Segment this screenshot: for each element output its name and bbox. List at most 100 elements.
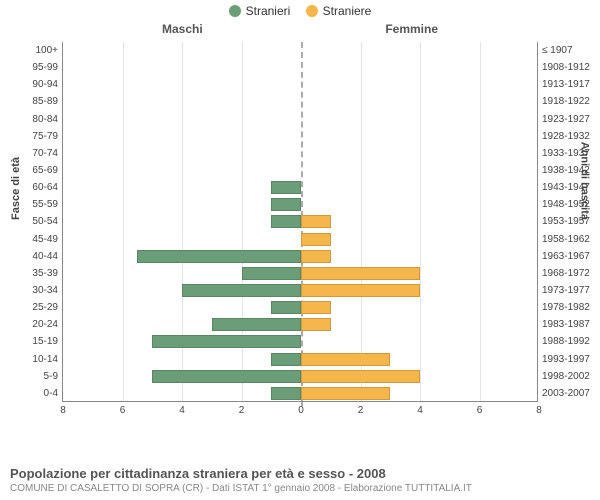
- y-label-age: 80-84: [0, 111, 58, 128]
- legend-female-swatch: [306, 5, 318, 17]
- age-row: [63, 316, 539, 333]
- age-row: [63, 145, 539, 162]
- y-label-age: 100+: [0, 42, 58, 59]
- y-label-birth: 1918-1922: [542, 93, 600, 110]
- y-label-age: 75-79: [0, 128, 58, 145]
- bar-male: [271, 181, 301, 194]
- bar-male: [182, 284, 301, 297]
- y-label-age: 35-39: [0, 265, 58, 282]
- chart-container: Stranieri Straniere Fasce di età Anni di…: [0, 0, 600, 500]
- age-row: [63, 196, 539, 213]
- x-tick: 4: [179, 405, 185, 416]
- age-row: [63, 179, 539, 196]
- x-tick: 2: [358, 405, 364, 416]
- plot: 864202468: [62, 42, 538, 402]
- y-label-age: 85-89: [0, 93, 58, 110]
- y-label-birth: ≤ 1907: [542, 42, 600, 59]
- footer: Popolazione per cittadinanza straniera p…: [10, 466, 590, 494]
- bar-female: [301, 370, 420, 383]
- y-label-birth: 1973-1977: [542, 282, 600, 299]
- y-label-birth: 1913-1917: [542, 76, 600, 93]
- x-tick: 0: [298, 405, 304, 416]
- y-label-birth: 2003-2007: [542, 385, 600, 402]
- legend-female: Straniere: [306, 4, 372, 18]
- bar-male: [271, 353, 301, 366]
- age-row: [63, 351, 539, 368]
- y-label-birth: 1988-1992: [542, 333, 600, 350]
- y-label-birth: 1998-2002: [542, 368, 600, 385]
- y-label-age: 30-34: [0, 282, 58, 299]
- x-tick: 8: [60, 405, 66, 416]
- y-label-birth: 1983-1987: [542, 316, 600, 333]
- y-label-age: 0-4: [0, 385, 58, 402]
- y-label-birth: 1958-1962: [542, 231, 600, 248]
- bar-male: [242, 267, 302, 280]
- age-row: [63, 93, 539, 110]
- bar-male: [271, 301, 301, 314]
- age-row: [63, 42, 539, 59]
- x-tick: 2: [239, 405, 245, 416]
- bar-male: [137, 250, 301, 263]
- legend-female-label: Straniere: [323, 4, 372, 18]
- age-row: [63, 231, 539, 248]
- chart-title: Popolazione per cittadinanza straniera p…: [10, 466, 590, 481]
- legend-male-swatch: [229, 5, 241, 17]
- y-label-birth: 1933-1937: [542, 145, 600, 162]
- y-label-age: 95-99: [0, 59, 58, 76]
- bar-female: [301, 284, 420, 297]
- x-tick: 6: [120, 405, 126, 416]
- y-label-birth: 1928-1932: [542, 128, 600, 145]
- bar-male: [152, 370, 301, 383]
- bar-male: [212, 318, 301, 331]
- age-row: [63, 248, 539, 265]
- y-label-age: 65-69: [0, 162, 58, 179]
- y-label-age: 55-59: [0, 196, 58, 213]
- y-label-age: 5-9: [0, 368, 58, 385]
- x-tick: 8: [536, 405, 542, 416]
- y-label-age: 50-54: [0, 213, 58, 230]
- bar-male: [271, 198, 301, 211]
- y-label-birth: 1963-1967: [542, 248, 600, 265]
- header-male: Maschi: [162, 22, 203, 36]
- x-tick: 4: [417, 405, 423, 416]
- y-label-age: 90-94: [0, 76, 58, 93]
- y-label-birth: 1978-1982: [542, 299, 600, 316]
- age-row: [63, 333, 539, 350]
- chart-area: Maschi Femmine 864202468: [62, 22, 538, 422]
- bar-female: [301, 301, 331, 314]
- bar-female: [301, 215, 331, 228]
- legend-male-label: Stranieri: [246, 4, 291, 18]
- age-row: [63, 368, 539, 385]
- y-label-age: 15-19: [0, 333, 58, 350]
- y-label-birth: 1948-1952: [542, 196, 600, 213]
- bar-male: [271, 387, 301, 400]
- y-label-age: 25-29: [0, 299, 58, 316]
- bar-female: [301, 267, 420, 280]
- age-row: [63, 299, 539, 316]
- age-row: [63, 385, 539, 402]
- header-female: Femmine: [385, 22, 438, 36]
- y-label-age: 40-44: [0, 248, 58, 265]
- age-row: [63, 128, 539, 145]
- y-label-birth: 1923-1927: [542, 111, 600, 128]
- y-label-age: 10-14: [0, 351, 58, 368]
- bar-female: [301, 387, 390, 400]
- y-label-age: 60-64: [0, 179, 58, 196]
- y-label-age: 45-49: [0, 231, 58, 248]
- bar-male: [152, 335, 301, 348]
- bar-female: [301, 353, 390, 366]
- y-label-age: 20-24: [0, 316, 58, 333]
- y-label-birth: 1968-1972: [542, 265, 600, 282]
- y-label-birth: 1953-1957: [542, 213, 600, 230]
- age-row: [63, 76, 539, 93]
- age-row: [63, 282, 539, 299]
- chart-subtitle: COMUNE DI CASALETTO DI SOPRA (CR) - Dati…: [10, 483, 590, 494]
- age-row: [63, 213, 539, 230]
- y-label-age: 70-74: [0, 145, 58, 162]
- y-label-birth: 1993-1997: [542, 351, 600, 368]
- bar-female: [301, 233, 331, 246]
- bar-male: [271, 215, 301, 228]
- age-row: [63, 111, 539, 128]
- age-row: [63, 162, 539, 179]
- bar-female: [301, 250, 331, 263]
